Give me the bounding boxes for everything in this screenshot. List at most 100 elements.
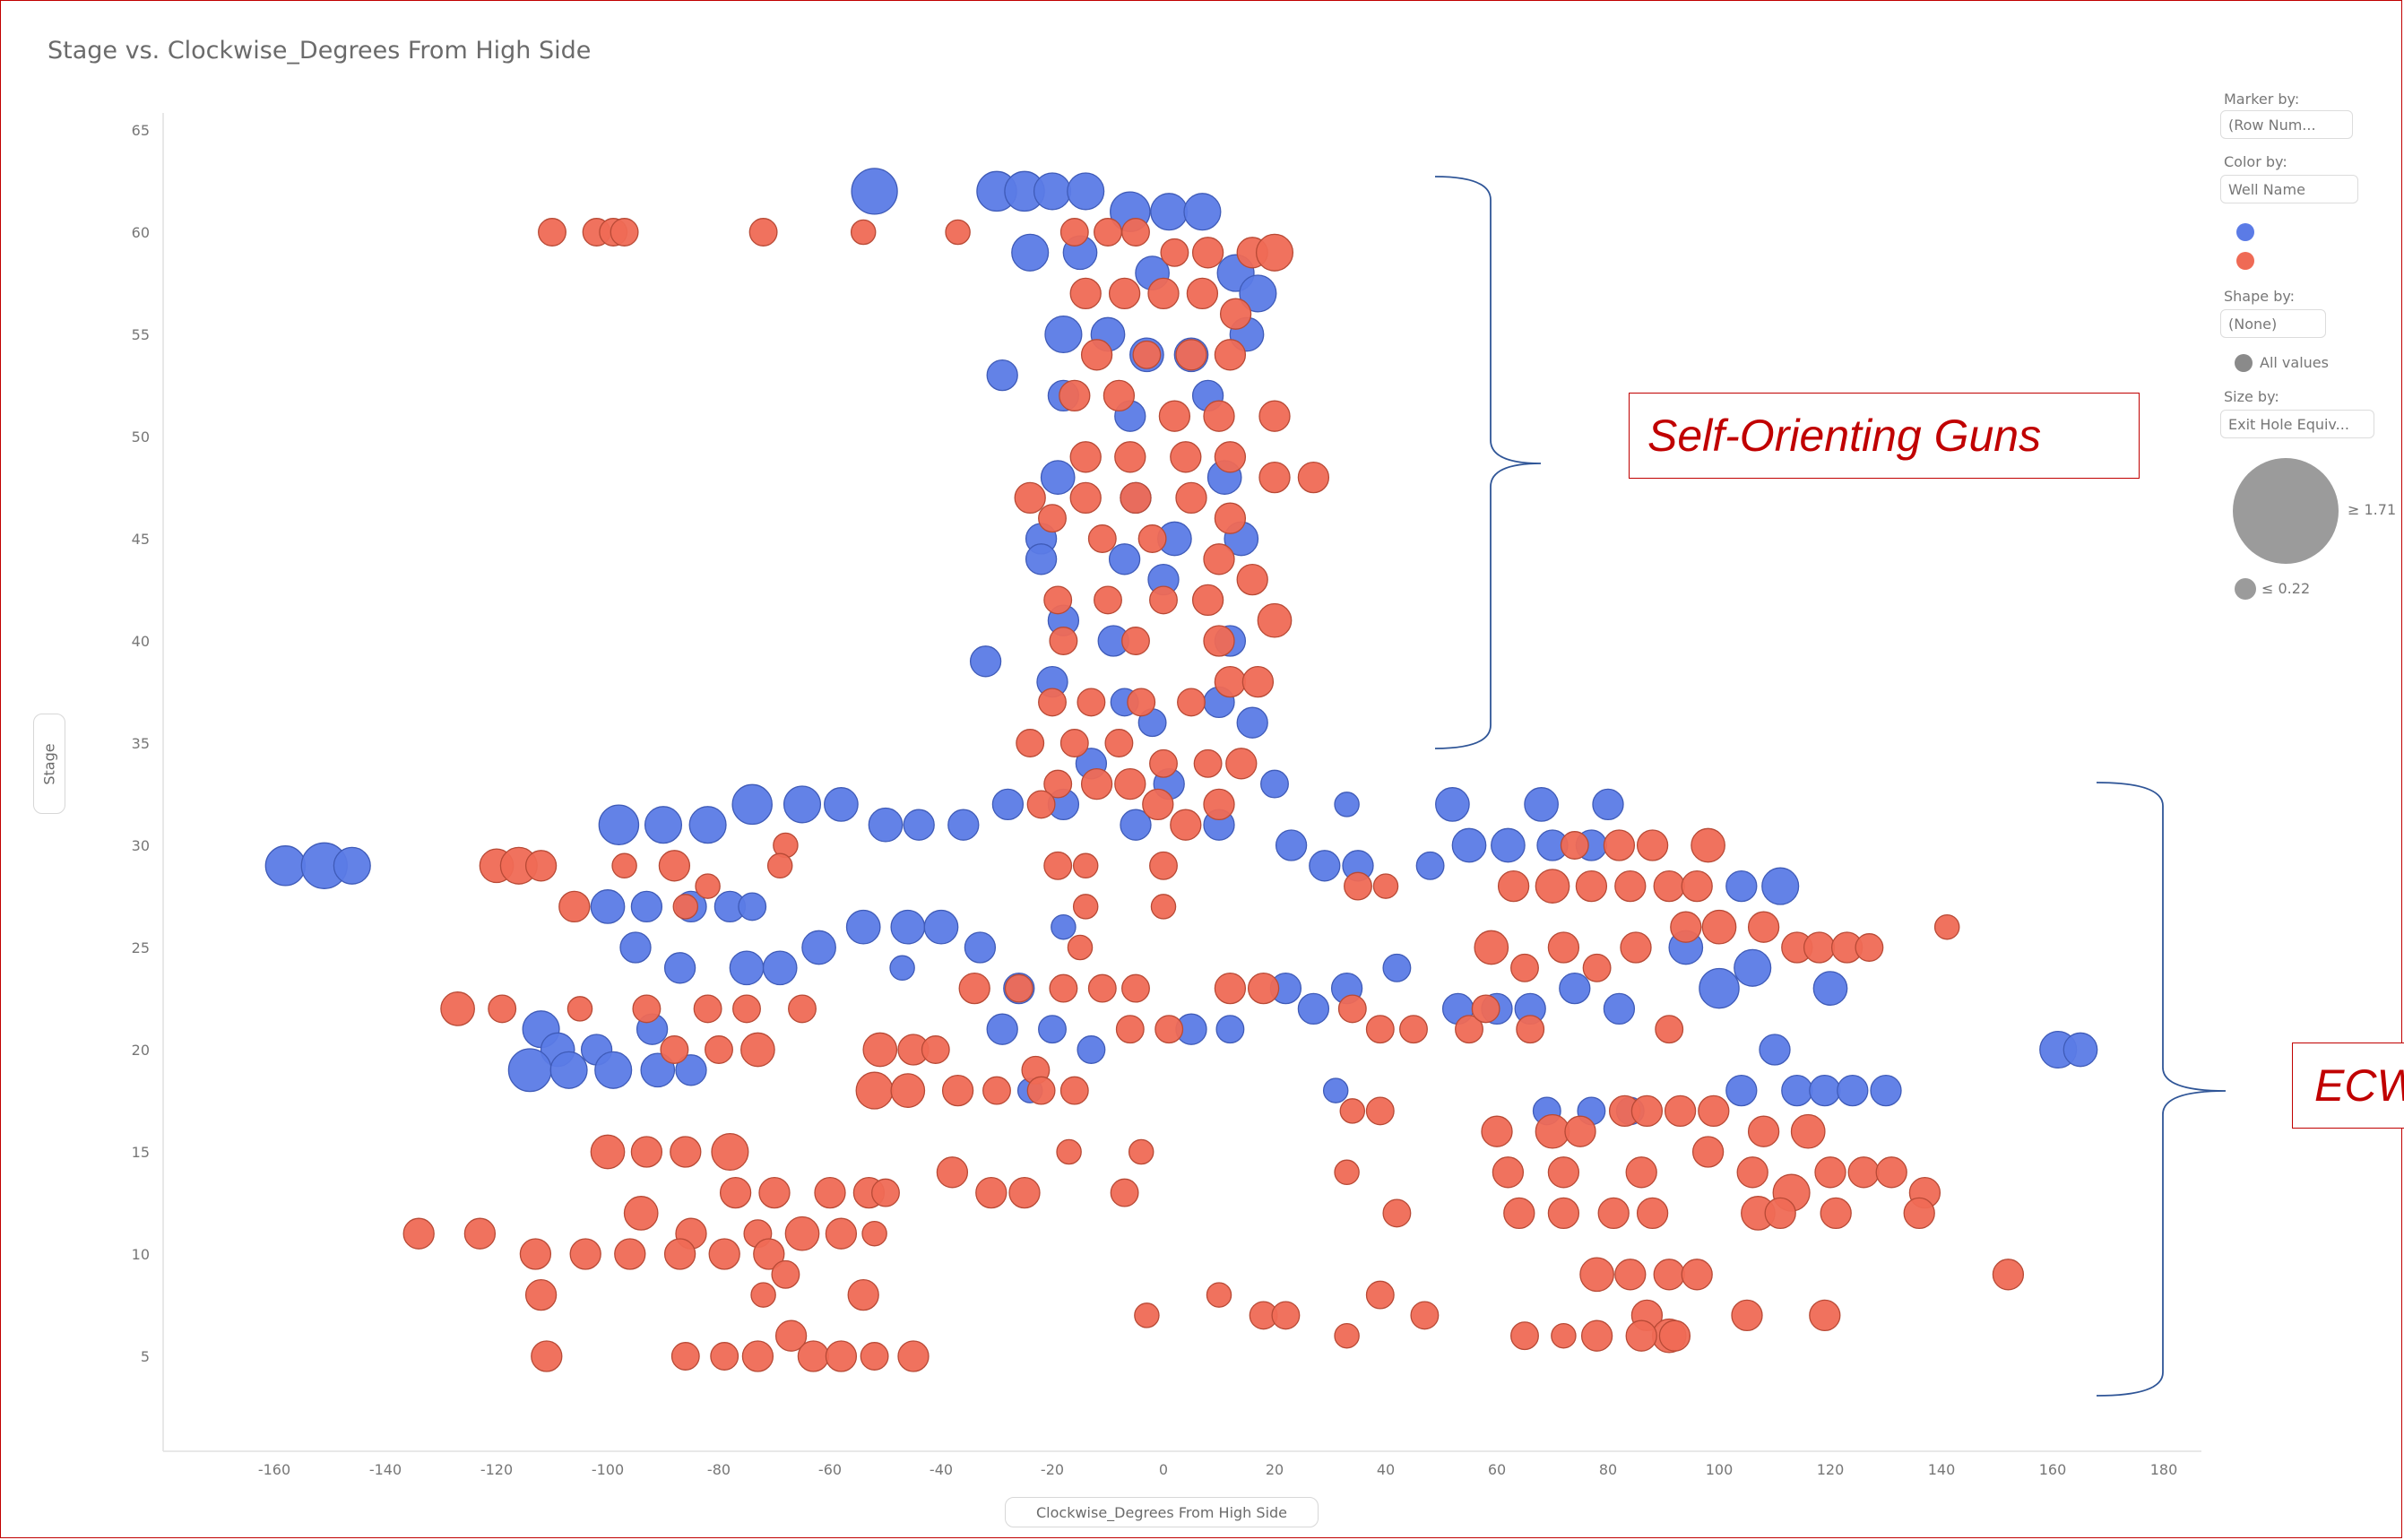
scatter-point: [1870, 1074, 1902, 1107]
x-tick-label: -40: [930, 1461, 953, 1478]
scatter-point: [1127, 688, 1156, 717]
scatter-point: [986, 1013, 1018, 1045]
color-by-dropdown[interactable]: Well Name: [2220, 175, 2358, 203]
scatter-point: [1051, 913, 1077, 940]
scatter-point: [753, 1238, 785, 1270]
scatter-point: [1191, 584, 1224, 617]
scatter-point: [1203, 788, 1235, 821]
scatter-point: [1516, 1015, 1545, 1044]
scatter-point: [1603, 829, 1636, 861]
scatter-point: [1855, 933, 1884, 962]
scatter-point: [1337, 994, 1367, 1024]
scatter-point: [1147, 277, 1180, 310]
x-tick-label: -20: [1041, 1461, 1064, 1478]
scatter-point: [1114, 767, 1146, 800]
scatter-point: [1239, 274, 1277, 313]
scatter-point: [850, 219, 877, 246]
scatter-point: [766, 852, 793, 879]
legend-swatch-orange[interactable]: [2236, 252, 2254, 270]
scatter-point: [936, 1156, 969, 1189]
scatter-point: [1149, 585, 1178, 615]
scatter-point: [590, 889, 626, 924]
scatter-point: [1474, 930, 1509, 965]
scatter-point: [1040, 460, 1076, 495]
scatter-point: [1636, 829, 1669, 861]
scatter-point: [566, 996, 593, 1022]
scatter-point: [507, 1048, 552, 1093]
scatter-point: [1008, 1176, 1041, 1209]
all-values-swatch: [2235, 354, 2253, 372]
size-max-label: ≥ 1.71: [2348, 501, 2397, 518]
scatter-point: [1203, 400, 1235, 432]
y-tick-label: 15: [132, 1144, 150, 1161]
scatter-point: [1725, 1074, 1758, 1107]
scatter-point: [1094, 585, 1122, 615]
scatter-point: [771, 1259, 800, 1289]
scatter-point: [610, 218, 639, 247]
scatter-point: [1033, 172, 1072, 211]
scatter-point: [670, 1342, 700, 1371]
legend-swatch-blue[interactable]: [2236, 223, 2254, 241]
shape-by-dropdown[interactable]: (None): [2220, 309, 2326, 338]
scatter-point: [1670, 911, 1702, 943]
scatter-point: [1236, 563, 1268, 596]
scatter-point: [1620, 931, 1652, 964]
scatter-point: [1077, 1035, 1106, 1064]
scatter-point: [1344, 871, 1372, 901]
scatter-point: [1044, 315, 1083, 354]
scatter-point: [1547, 1156, 1580, 1189]
size-by-dropdown[interactable]: Exit Hole Equiv...: [2220, 410, 2374, 438]
scatter-point: [1203, 625, 1235, 657]
scatter-point: [897, 1340, 930, 1372]
scatter-point: [644, 806, 683, 844]
scatter-point: [851, 168, 898, 215]
scatter-point: [1193, 748, 1223, 778]
y-tick-label: 30: [132, 837, 150, 854]
scatter-point: [1186, 277, 1219, 310]
scatter-point: [660, 1035, 689, 1064]
x-tick-label: 40: [1377, 1461, 1395, 1478]
y-tick-label: 25: [132, 939, 150, 956]
x-axis-label[interactable]: Clockwise_Degrees From High Side: [1005, 1497, 1319, 1527]
scatter-point: [1510, 1321, 1539, 1351]
scatter-point: [814, 1176, 846, 1209]
scatter-point: [945, 219, 971, 246]
x-tick-label: -160: [258, 1461, 290, 1478]
color-by-label: Color by:: [2224, 153, 2287, 170]
scatter-point: [695, 873, 721, 899]
scatter-point: [1847, 1156, 1880, 1189]
scatter-point: [1094, 218, 1122, 247]
scatter-point: [1764, 1197, 1796, 1230]
y-tick-label: 20: [132, 1042, 150, 1059]
scatter-point: [1247, 972, 1280, 1005]
scatter-point: [1149, 851, 1178, 880]
scatter-point: [738, 892, 767, 921]
scatter-point: [1560, 831, 1589, 860]
scatter-point: [783, 785, 822, 824]
scatter-point: [740, 1032, 775, 1068]
scatter-point: [855, 1071, 894, 1110]
scatter-point: [824, 787, 859, 822]
scatter-point: [975, 1176, 1007, 1209]
scatter-point: [569, 1238, 601, 1270]
scatter-point: [1625, 1319, 1657, 1352]
scatter-point: [1625, 1156, 1657, 1189]
scatter-point: [1481, 1115, 1513, 1147]
scatter-point: [1049, 627, 1078, 655]
scatter-point: [903, 809, 935, 841]
scatter-point: [1241, 665, 1275, 698]
scatter-point: [1043, 851, 1073, 880]
scatter-point: [941, 1074, 974, 1107]
scatter-point: [1219, 298, 1252, 330]
x-tick-label: 100: [1706, 1461, 1734, 1478]
scatter-point: [1691, 827, 1725, 863]
scatter-point: [1120, 809, 1152, 841]
scatter-point: [1903, 1197, 1935, 1230]
scatter-point: [1820, 1197, 1852, 1230]
scatter-point: [986, 359, 1018, 392]
scatter-point: [1011, 233, 1050, 272]
marker-by-dropdown[interactable]: (Row Num...: [2220, 110, 2353, 139]
x-tick-label: 140: [1928, 1461, 1956, 1478]
y-axis-label[interactable]: Stage: [33, 714, 65, 814]
